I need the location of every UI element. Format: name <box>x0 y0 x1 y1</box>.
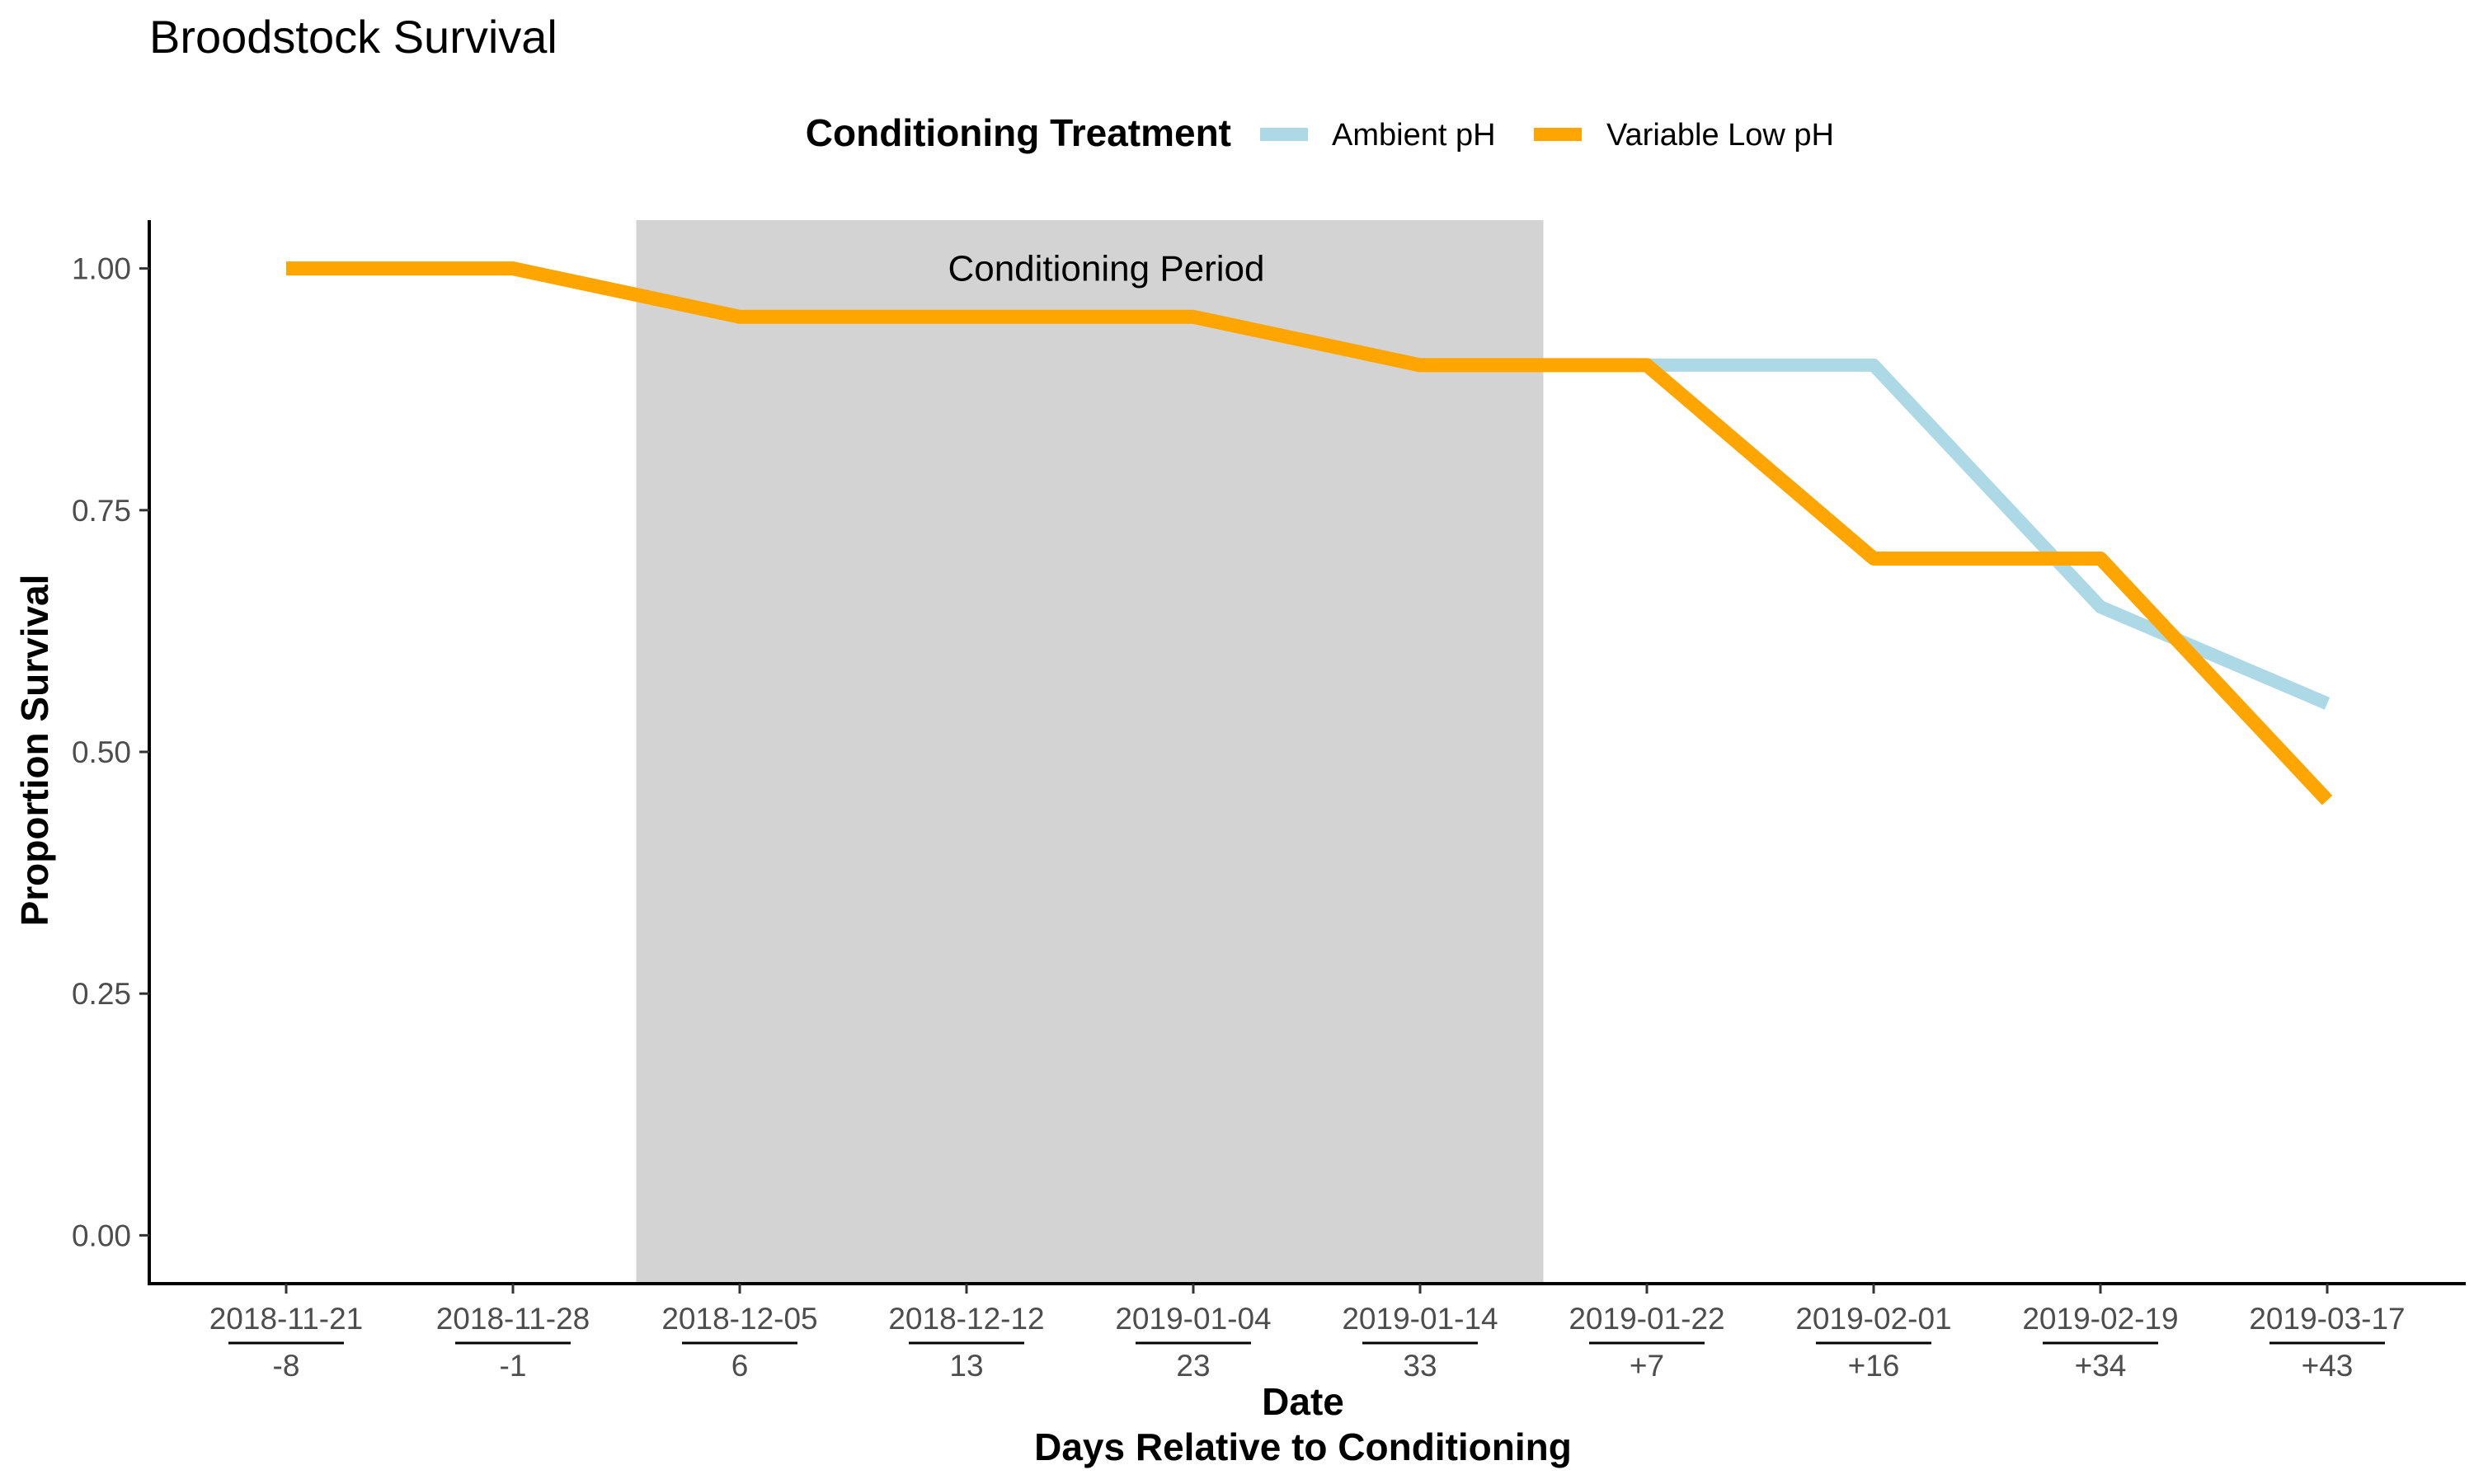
x-tick-label-date: 2019-01-14 <box>1342 1302 1498 1336</box>
x-tick-label-date: 2019-02-01 <box>1795 1302 1951 1336</box>
x-tick-label-date: 2018-12-12 <box>888 1302 1044 1336</box>
x-tick-label-days: +34 <box>2075 1349 2127 1383</box>
x-axis-ticks: 2018-11-21 -8 2018-11-28 -1 2018-12-05 6 2018-… <box>209 1284 2406 1383</box>
legend-label-variable-low-ph: Variable Low pH <box>1606 118 1834 153</box>
x-tick-label-days: +16 <box>1848 1349 1900 1383</box>
series-line-variable-low-ph <box>286 261 2333 805</box>
x-tick-label-date: 2018-11-21 <box>209 1302 364 1336</box>
x-tick-label-days: +7 <box>1630 1349 1664 1383</box>
legend-title: Conditioning Treatment <box>806 111 1231 154</box>
x-tick-label-date: 2019-03-17 <box>2249 1302 2405 1336</box>
x-tick-label-days: 23 <box>1176 1349 1210 1383</box>
y-tick-label: 0.00 <box>72 1219 131 1252</box>
x-tick-label-days: -8 <box>273 1349 300 1383</box>
x-axis-title: Date <box>1262 1380 1344 1423</box>
legend-label-ambient-ph: Ambient pH <box>1332 118 1496 153</box>
x-tick-label-days: 33 <box>1403 1349 1437 1383</box>
y-tick-label: 1.00 <box>72 252 131 286</box>
x-axis-subtitle: Days Relative to Conditioning <box>1034 1425 1572 1468</box>
x-tick-label-date: 2019-01-04 <box>1115 1302 1271 1336</box>
legend: Conditioning Treatment Ambient pH Variabl… <box>806 111 1834 154</box>
y-axis-ticks: 0.00 0.25 0.50 0.75 1.00 <box>72 252 149 1252</box>
x-tick-label-days: +43 <box>2302 1349 2354 1383</box>
y-tick-label: 0.50 <box>72 735 131 769</box>
conditioning-period-shading <box>636 220 1544 1284</box>
x-tick-label-date: 2019-02-19 <box>2022 1302 2178 1336</box>
x-tick-label-days: 6 <box>731 1349 749 1383</box>
x-tick-label-date: 2019-01-22 <box>1569 1302 1724 1336</box>
y-axis-title: Proportion Survival <box>13 575 56 927</box>
series-layer <box>286 261 2333 805</box>
y-tick-label: 0.25 <box>72 977 131 1011</box>
x-tick-label-date: 2018-12-05 <box>661 1302 817 1336</box>
chart-title: Broodstock Survival <box>149 11 557 63</box>
conditioning-period-label: Conditioning Period <box>948 249 1264 289</box>
x-tick-label-days: -1 <box>500 1349 527 1383</box>
y-tick-label: 0.75 <box>72 494 131 528</box>
x-tick-label-date: 2018-11-28 <box>436 1302 590 1336</box>
x-tick-label-days: 13 <box>949 1349 983 1383</box>
